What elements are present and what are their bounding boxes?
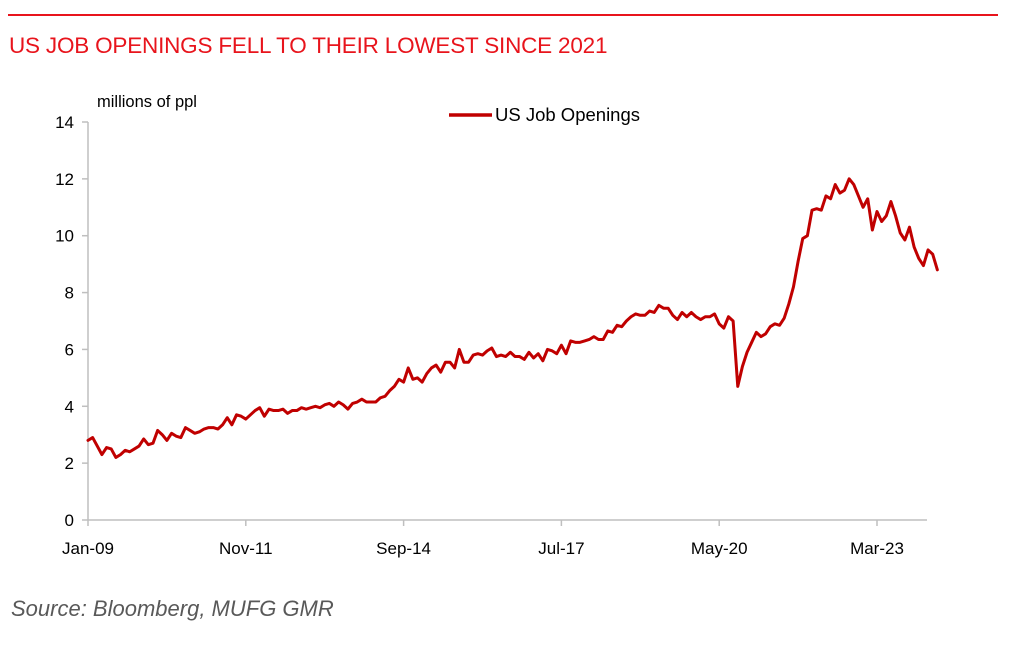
series-line-us-job-openings: [86, 177, 939, 459]
y-tick-label: 6: [65, 340, 74, 359]
legend-label: US Job Openings: [495, 104, 640, 125]
y-axis-unit-label: millions of ppl: [97, 93, 197, 111]
y-tick-label: 10: [55, 227, 74, 246]
y-tick-label: 12: [55, 170, 74, 189]
x-tick-label: Mar-23: [850, 539, 904, 558]
legend: US Job Openings: [449, 104, 640, 125]
chart-title: US JOB OPENINGS FELL TO THEIR LOWEST SIN…: [9, 33, 608, 58]
y-tick-label: 0: [65, 511, 74, 530]
x-tick-label: Jul-17: [538, 539, 584, 558]
y-tick-label: 4: [65, 397, 74, 416]
x-tick-label: Nov-11: [219, 539, 273, 558]
y-tick-label: 8: [65, 284, 74, 303]
x-tick-label: Sep-14: [376, 539, 431, 558]
y-axis: 0 2 4 6 8 10 12 14: [55, 113, 89, 530]
y-tick-label: 14: [55, 113, 74, 132]
y-tick-label: 2: [65, 454, 74, 473]
x-axis: Jan-09 Nov-11 Sep-14 Jul-17 May-20 Mar-23: [62, 519, 927, 558]
source-note: Source: Bloomberg, MUFG GMR: [11, 596, 334, 621]
top-rule: [8, 14, 998, 16]
x-tick-label: Jan-09: [62, 539, 114, 558]
series-group: [86, 177, 939, 459]
x-tick-label: May-20: [691, 539, 748, 558]
